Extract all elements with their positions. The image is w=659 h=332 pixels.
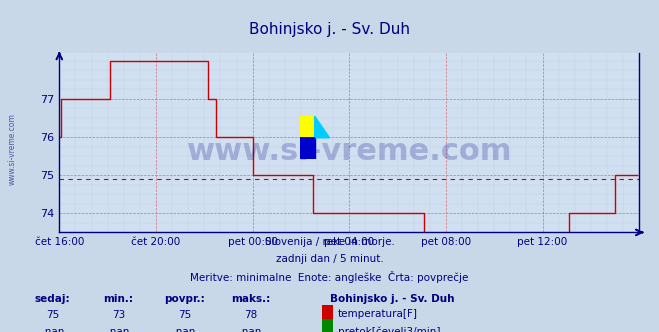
Text: pretok[čevelj3/min]: pretok[čevelj3/min]	[338, 326, 441, 332]
Text: zadnji dan / 5 minut.: zadnji dan / 5 minut.	[275, 254, 384, 264]
Text: 75: 75	[178, 310, 191, 320]
Text: sedaj:: sedaj:	[35, 294, 71, 304]
Text: -nan: -nan	[173, 327, 196, 332]
Text: temperatura[F]: temperatura[F]	[338, 309, 418, 319]
Polygon shape	[300, 138, 315, 159]
Polygon shape	[300, 138, 315, 159]
Text: -nan: -nan	[107, 327, 130, 332]
Text: -nan: -nan	[41, 327, 65, 332]
Text: -nan: -nan	[239, 327, 262, 332]
Text: 75: 75	[46, 310, 59, 320]
Text: www.si-vreme.com: www.si-vreme.com	[186, 137, 512, 166]
Polygon shape	[300, 116, 315, 138]
Text: Bohinjsko j. - Sv. Duh: Bohinjsko j. - Sv. Duh	[249, 22, 410, 37]
Text: maks.:: maks.:	[231, 294, 270, 304]
Text: Bohinjsko j. - Sv. Duh: Bohinjsko j. - Sv. Duh	[330, 294, 454, 304]
Polygon shape	[315, 116, 330, 138]
Text: 73: 73	[112, 310, 125, 320]
Text: Meritve: minimalne  Enote: angleške  Črta: povprečje: Meritve: minimalne Enote: angleške Črta:…	[190, 271, 469, 283]
Text: povpr.:: povpr.:	[164, 294, 205, 304]
Text: min.:: min.:	[103, 294, 134, 304]
Text: 78: 78	[244, 310, 257, 320]
Text: www.si-vreme.com: www.si-vreme.com	[8, 114, 17, 185]
Text: Slovenija / reke in morje.: Slovenija / reke in morje.	[264, 237, 395, 247]
